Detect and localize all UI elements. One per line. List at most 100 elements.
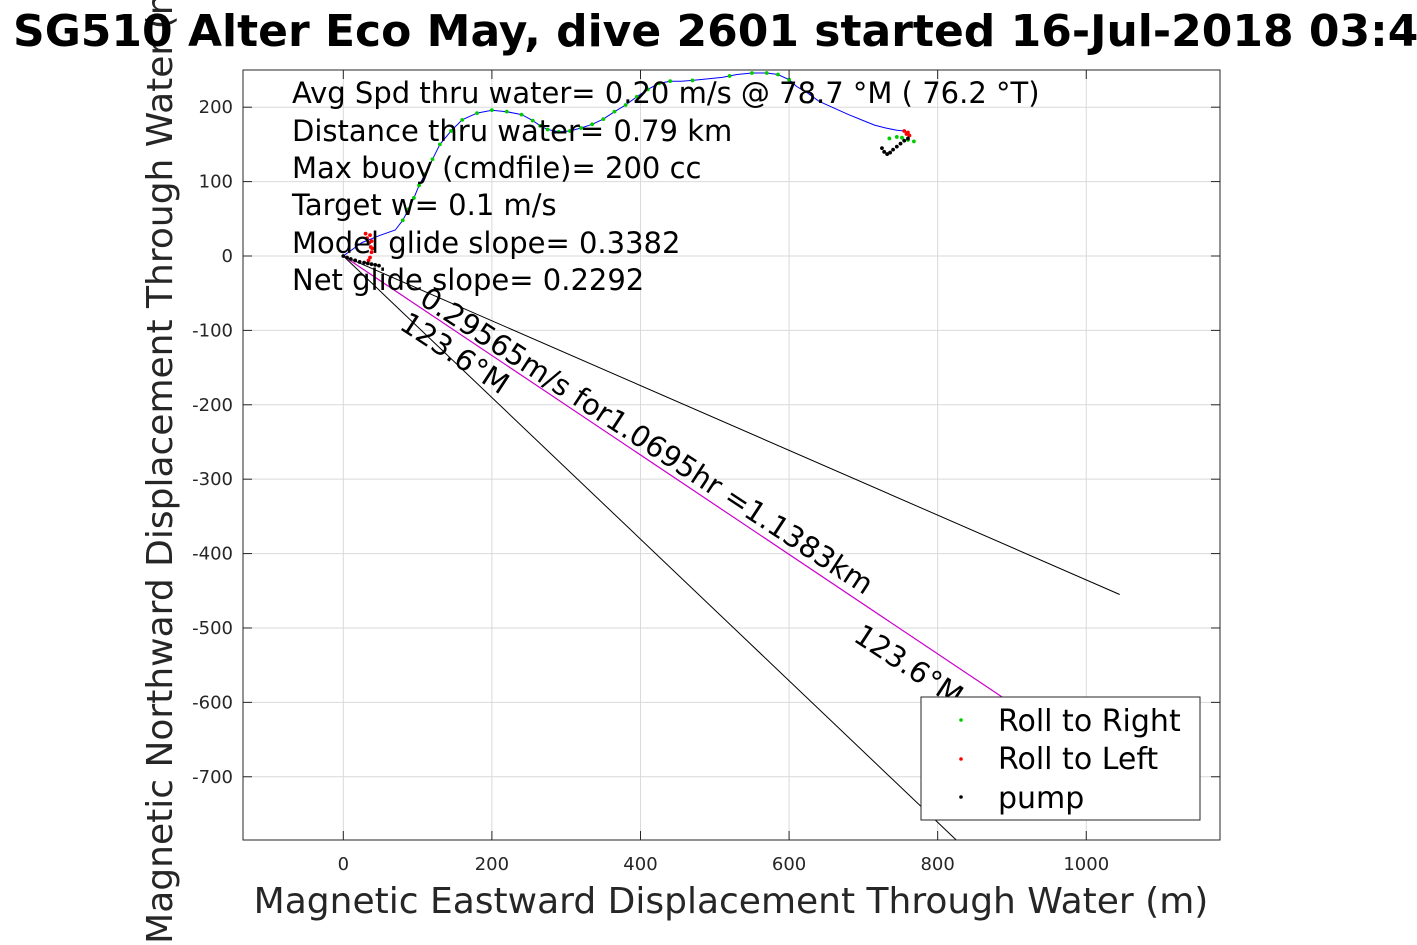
roll-left-point	[902, 129, 907, 133]
roll-left-point	[366, 258, 371, 263]
pump-point	[348, 257, 353, 261]
roll-right-point	[545, 127, 550, 132]
legend-label-roll-right: Roll to Right	[998, 704, 1181, 739]
pump-point	[894, 144, 899, 149]
pump-point	[353, 258, 358, 263]
y-tick-label: -600	[192, 692, 233, 713]
pump-point	[888, 150, 893, 155]
roll-right-point	[406, 207, 411, 212]
roll-left-point	[368, 255, 372, 260]
cone-line-lower	[342, 255, 957, 841]
y-tick-label: -200	[192, 395, 233, 416]
roll-right-point	[623, 103, 628, 107]
y-tick-label: -100	[192, 320, 233, 341]
roll-right-point	[489, 108, 494, 113]
grid	[243, 70, 1220, 840]
pump-point	[891, 147, 895, 152]
x-tick-label: 200	[475, 854, 509, 875]
pump-point	[362, 260, 367, 265]
roll-right-point	[579, 126, 583, 130]
y-tick-label: -300	[192, 469, 233, 490]
annotation-avg-speed: Avg Spd thru water= 0.20 m/s @ 78.7 °M (…	[292, 76, 1040, 110]
y-tick-label: -500	[192, 618, 233, 639]
chart-title: SG510 Alter Eco May, dive 2601 started 1…	[13, 6, 1417, 57]
roll-left-point	[368, 233, 372, 238]
roll-right-point	[894, 135, 899, 139]
annotation-max-buoy: Max buoy (cmdfile)= 200 cc	[292, 151, 701, 185]
roll-left-point	[365, 236, 369, 241]
legend-marker-pump	[959, 795, 963, 799]
roll-right-point	[460, 117, 465, 122]
roll-right-point	[449, 129, 453, 133]
roll-right-point	[556, 129, 561, 134]
roll-right-point	[887, 136, 892, 141]
roll-right-point	[530, 118, 535, 123]
x-tick-labels: 0 200 400 600 800 1000	[338, 854, 1110, 875]
pump-point	[902, 138, 907, 143]
roll-left-point	[369, 250, 374, 255]
roll-left-point	[904, 132, 909, 136]
annotation-block: Avg Spd thru water= 0.20 m/s @ 78.7 °M (…	[291, 76, 1040, 297]
pump-point	[885, 152, 890, 156]
axes-frame	[242, 69, 1221, 841]
roll-right-point	[634, 94, 639, 99]
roll-right-point	[417, 183, 421, 188]
legend: Roll to Right Roll to Left pump	[920, 696, 1201, 821]
roll-right-point	[504, 109, 509, 114]
pump-point	[377, 263, 381, 268]
roll-right-point	[430, 157, 435, 162]
legend-marker-roll-left	[959, 757, 963, 761]
y-tick-label: 0	[222, 246, 233, 267]
points-layer	[341, 71, 916, 268]
roll-right-point	[911, 139, 916, 144]
roll-left-point	[363, 231, 368, 236]
roll-right-point	[668, 79, 673, 84]
annotation-distance: Distance thru water= 0.79 km	[292, 114, 732, 148]
pump-point	[365, 261, 370, 266]
pump-point	[880, 146, 884, 151]
x-axis-title: Magnetic Eastward Displacement Through W…	[254, 881, 1209, 922]
x-tick-label: 800	[920, 854, 954, 875]
roll-right-point	[437, 142, 442, 147]
roll-right-point	[764, 71, 769, 75]
roll-right-point	[657, 81, 661, 86]
pump-point	[357, 260, 362, 264]
roll-left-point	[369, 239, 374, 244]
roll-right-point	[690, 78, 695, 83]
pump-point	[882, 149, 887, 154]
roll-right-point	[787, 77, 791, 82]
roll-right-point	[538, 123, 543, 128]
roll-right-point	[727, 74, 732, 78]
x-tick-label: 600	[772, 854, 806, 875]
legend-box	[920, 696, 1201, 821]
legend-marker-roll-right	[959, 718, 963, 722]
x-tick-label: 1000	[1063, 854, 1109, 875]
roll-right-point	[568, 129, 572, 133]
current-vector-line	[342, 255, 1005, 700]
roll-right-point	[400, 218, 405, 223]
x-tick-label: 0	[338, 854, 349, 875]
y-tick-label: 100	[199, 172, 233, 193]
legend-label-roll-left: Roll to Left	[998, 742, 1158, 777]
pump-point	[906, 136, 910, 141]
y-tick-label: -400	[192, 544, 233, 565]
roll-right-point	[475, 111, 479, 116]
roll-right-point	[900, 135, 904, 140]
cone-line-upper	[343, 255, 1120, 595]
tick-marks	[243, 70, 1220, 840]
pump-point	[369, 262, 374, 267]
y-tick-label: 200	[199, 97, 233, 118]
roll-right-point	[601, 117, 606, 122]
roll-left-point	[907, 133, 912, 138]
pump-point	[373, 263, 378, 267]
roll-right-point	[750, 71, 754, 75]
roll-right-point	[646, 87, 650, 92]
roll-right-point	[590, 122, 595, 127]
roll-right-point	[612, 109, 617, 114]
roll-right-point	[776, 72, 780, 77]
roll-right-point	[423, 172, 427, 177]
roll-right-point	[519, 112, 524, 117]
pump-point	[345, 255, 349, 260]
roll-right-point	[411, 196, 416, 200]
